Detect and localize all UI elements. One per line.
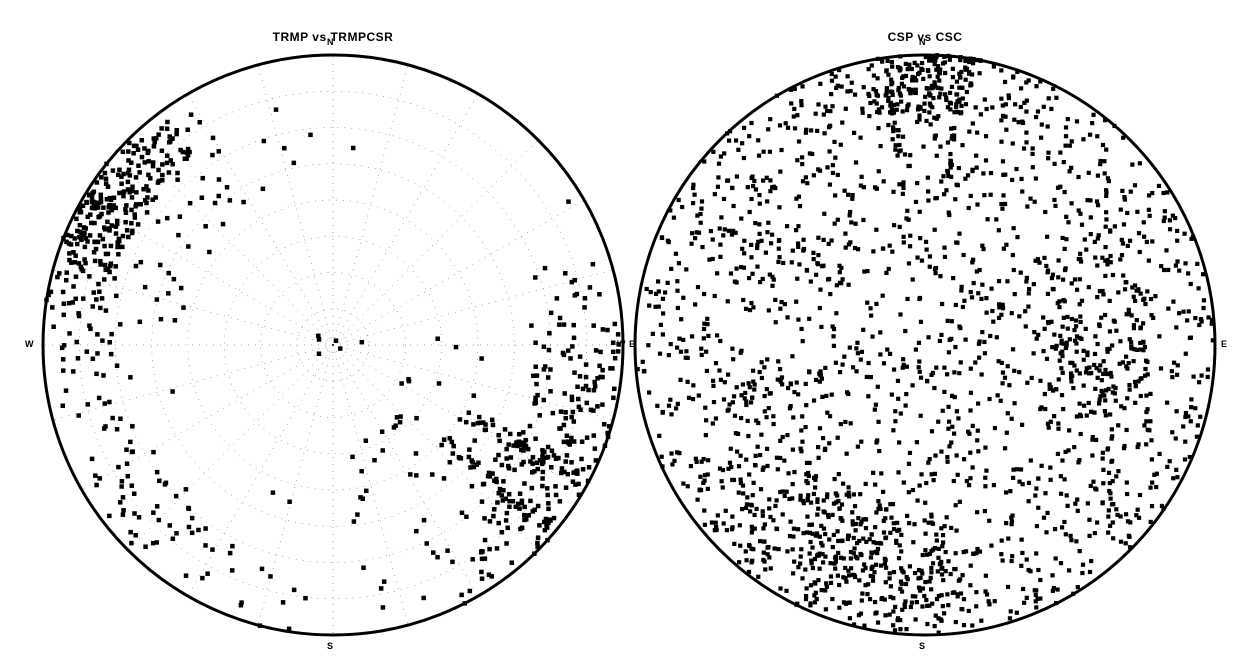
polar-plot-right: CSP vs CSC N E S W xyxy=(600,20,1239,665)
scatter-series xyxy=(636,53,1215,635)
polar-plot-left: TRMP vs TRMPCSR N E S W xyxy=(8,20,658,665)
axis-label-south: S xyxy=(327,641,333,651)
polar-svg-right xyxy=(600,20,1239,665)
figure-canvas: TRMP vs TRMPCSR N E S W CSP vs CSC N E S… xyxy=(0,0,1239,665)
axis-label-north: N xyxy=(327,37,334,47)
polar-svg-left xyxy=(8,20,658,665)
axis-label-south: S xyxy=(919,641,925,651)
axis-label-west: W xyxy=(617,339,626,349)
axis-label-east: E xyxy=(1221,339,1227,349)
axis-label-west: W xyxy=(25,339,34,349)
axis-label-north: N xyxy=(919,37,926,47)
